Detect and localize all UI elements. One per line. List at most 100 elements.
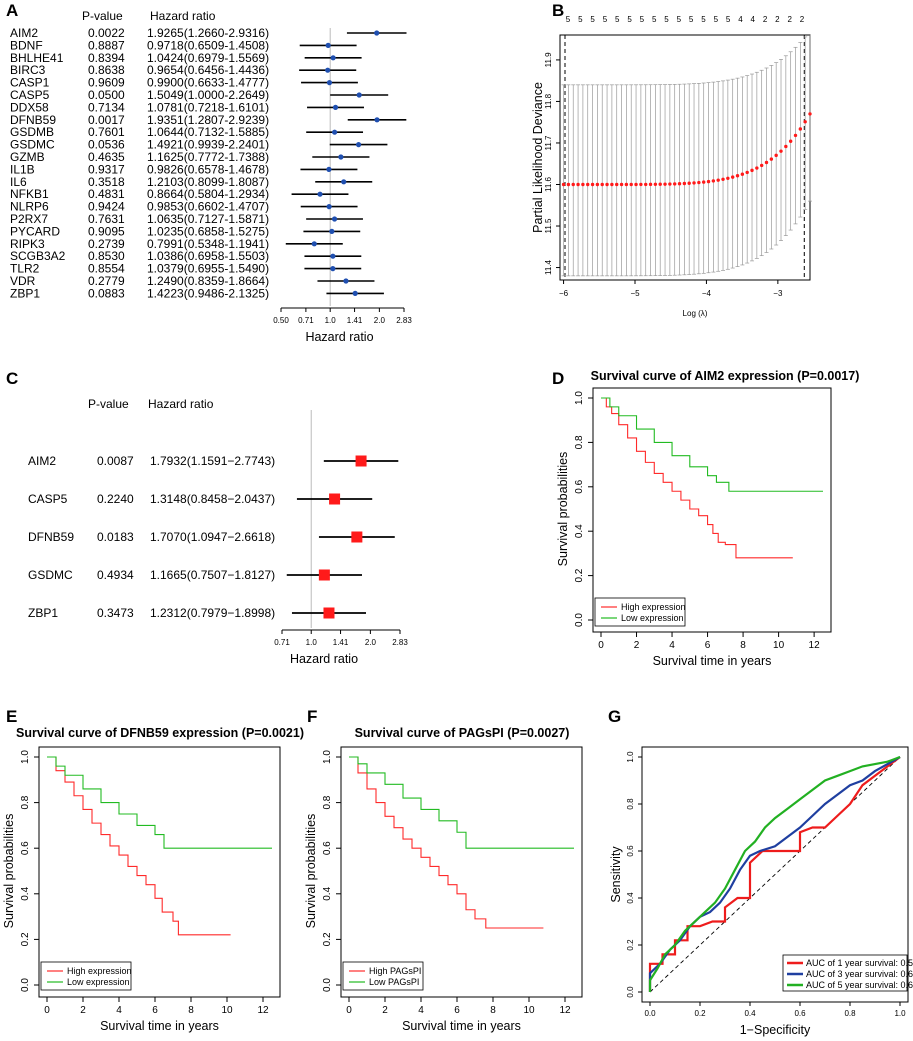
- hazard-ratio-ci: 1.2312(0.7979−1.8998): [150, 606, 275, 620]
- plot-title: Survival curve of AIM2 expression (P=0.0…: [591, 369, 860, 383]
- x-tick-label: 2.0: [374, 316, 386, 325]
- df-count: 5: [590, 15, 595, 24]
- p-value: 0.8554: [88, 262, 125, 276]
- deviance-point: [677, 182, 682, 186]
- p-value: 0.8394: [88, 51, 125, 65]
- gene-label: BHLHE41: [10, 51, 64, 65]
- p-value: 0.9424: [88, 200, 125, 214]
- plot-frame: [340, 746, 583, 998]
- p-value: 0.0017: [88, 113, 125, 127]
- hr-marker: [332, 104, 339, 110]
- deviance-point: [576, 182, 580, 187]
- hr-marker: [331, 216, 338, 222]
- gene-label: TLR2: [10, 262, 40, 276]
- roc-curve-1yr: [648, 756, 901, 992]
- x-tick-label: 0.0: [644, 1009, 656, 1018]
- y-axis-label: Survival probabilities: [2, 814, 16, 929]
- survival-curve-low: [47, 756, 272, 849]
- p-value: 0.0183: [97, 530, 134, 544]
- hr-marker: [351, 531, 363, 543]
- deviance-point: [634, 182, 638, 187]
- p-value: 0.9609: [88, 76, 125, 90]
- gene-label: NFKB1: [10, 187, 49, 201]
- df-count: 5: [640, 15, 645, 24]
- header-pvalue: P-value: [82, 9, 123, 23]
- legend-box: [40, 961, 132, 991]
- p-value: 0.7631: [88, 212, 125, 226]
- y-tick-label: 11.7: [544, 135, 553, 151]
- hazard-ratio-ci: 1.0635(0.7127-1.5871): [147, 212, 269, 226]
- y-tick-label: 0.8: [322, 795, 333, 809]
- y-tick-label: 0.0: [322, 978, 333, 992]
- hazard-ratio-ci: 0.7991(0.5348-1.1941): [147, 237, 269, 251]
- deviance-point: [716, 178, 720, 182]
- plot-frame: [592, 387, 832, 633]
- y-tick-label: 0.4: [626, 892, 635, 904]
- deviance-point: [697, 180, 701, 185]
- hr-marker: [355, 142, 362, 148]
- legend-box: [342, 961, 424, 991]
- x-tick-label: 6: [454, 1005, 460, 1016]
- hazard-ratio-ci: 1.0644(0.7132-1.5885): [147, 125, 269, 139]
- x-tick-label: 8: [490, 1005, 496, 1016]
- y-tick-label: 0.6: [322, 841, 333, 855]
- legend-label: High PAGsPI: [369, 966, 421, 976]
- deviance-point: [759, 163, 764, 168]
- x-tick-label: 0.8: [844, 1009, 856, 1018]
- y-tick-label: 0.6: [574, 479, 585, 493]
- x-tick-label: 8: [740, 640, 746, 651]
- deviance-point: [745, 170, 749, 175]
- df-count: 5: [603, 15, 608, 24]
- deviance-point: [774, 153, 778, 158]
- y-axis-label: Survival probabilities: [556, 452, 570, 567]
- p-value: 0.7134: [88, 100, 125, 114]
- hazard-ratio-ci: 1.3148(0.8458−2.0437): [150, 492, 275, 506]
- deviance-point: [735, 174, 740, 178]
- x-tick-label: 0: [598, 640, 604, 651]
- p-value: 0.8638: [88, 63, 125, 77]
- df-count: 5: [726, 15, 731, 24]
- gene-label: GZMB: [10, 150, 45, 164]
- df-count: 2: [787, 15, 792, 24]
- gene-label: P2RX7: [10, 212, 48, 226]
- x-tick-label: 2: [80, 1005, 86, 1016]
- legend-label: Low PAGsPI: [369, 977, 419, 987]
- hazard-ratio-ci: 1.0781(0.7218-1.6101): [147, 100, 269, 114]
- hazard-ratio-ci: 1.7932(1.1591−2.7743): [150, 454, 275, 468]
- x-tick-label: 4: [116, 1005, 122, 1016]
- deviance-point: [793, 133, 798, 138]
- deviance-point: [750, 168, 754, 173]
- deviance-point: [639, 182, 643, 187]
- x-tick-label: 12: [559, 1005, 571, 1016]
- deviance-point: [721, 177, 725, 182]
- plot-frame: [641, 746, 909, 1003]
- x-tick-label: 0.50: [273, 316, 289, 325]
- hr-marker: [326, 80, 333, 86]
- deviance-point: [764, 160, 769, 165]
- df-count: 5: [615, 15, 620, 24]
- x-tick-label: 8: [188, 1005, 194, 1016]
- deviance-point: [706, 179, 711, 184]
- gene-label: CASP1: [10, 76, 50, 90]
- x-tick-label: 2.83: [392, 638, 408, 647]
- hazard-ratio-ci: 1.1665(0.7507−1.8127): [150, 568, 275, 582]
- p-value: 0.7601: [88, 125, 125, 139]
- x-tick-label: 2.0: [365, 638, 377, 647]
- hr-marker: [330, 253, 336, 259]
- x-axis-label: Survival time in years: [100, 1019, 219, 1033]
- x-tick-label: 0.2: [694, 1009, 706, 1018]
- hr-marker: [325, 42, 331, 49]
- y-tick-label: 11.6: [544, 176, 553, 192]
- p-value: 0.4635: [88, 150, 125, 164]
- gene-label: AIM2: [28, 454, 56, 468]
- y-tick-label: 0.4: [20, 886, 31, 900]
- y-tick-label: 0.2: [626, 939, 635, 951]
- hr-marker: [330, 266, 336, 272]
- forest-plot-c: P-value Hazard ratio AIM2 0.0087 1.7932(1.15…: [28, 397, 408, 666]
- df-count: 5: [627, 15, 632, 24]
- hazard-ratio-ci: 0.9900(0.6633-1.4777): [147, 76, 269, 90]
- deviance-point: [624, 182, 629, 187]
- y-tick-label: 0.0: [574, 613, 585, 627]
- hr-marker: [311, 241, 317, 247]
- panel-letter-g: G: [608, 707, 621, 726]
